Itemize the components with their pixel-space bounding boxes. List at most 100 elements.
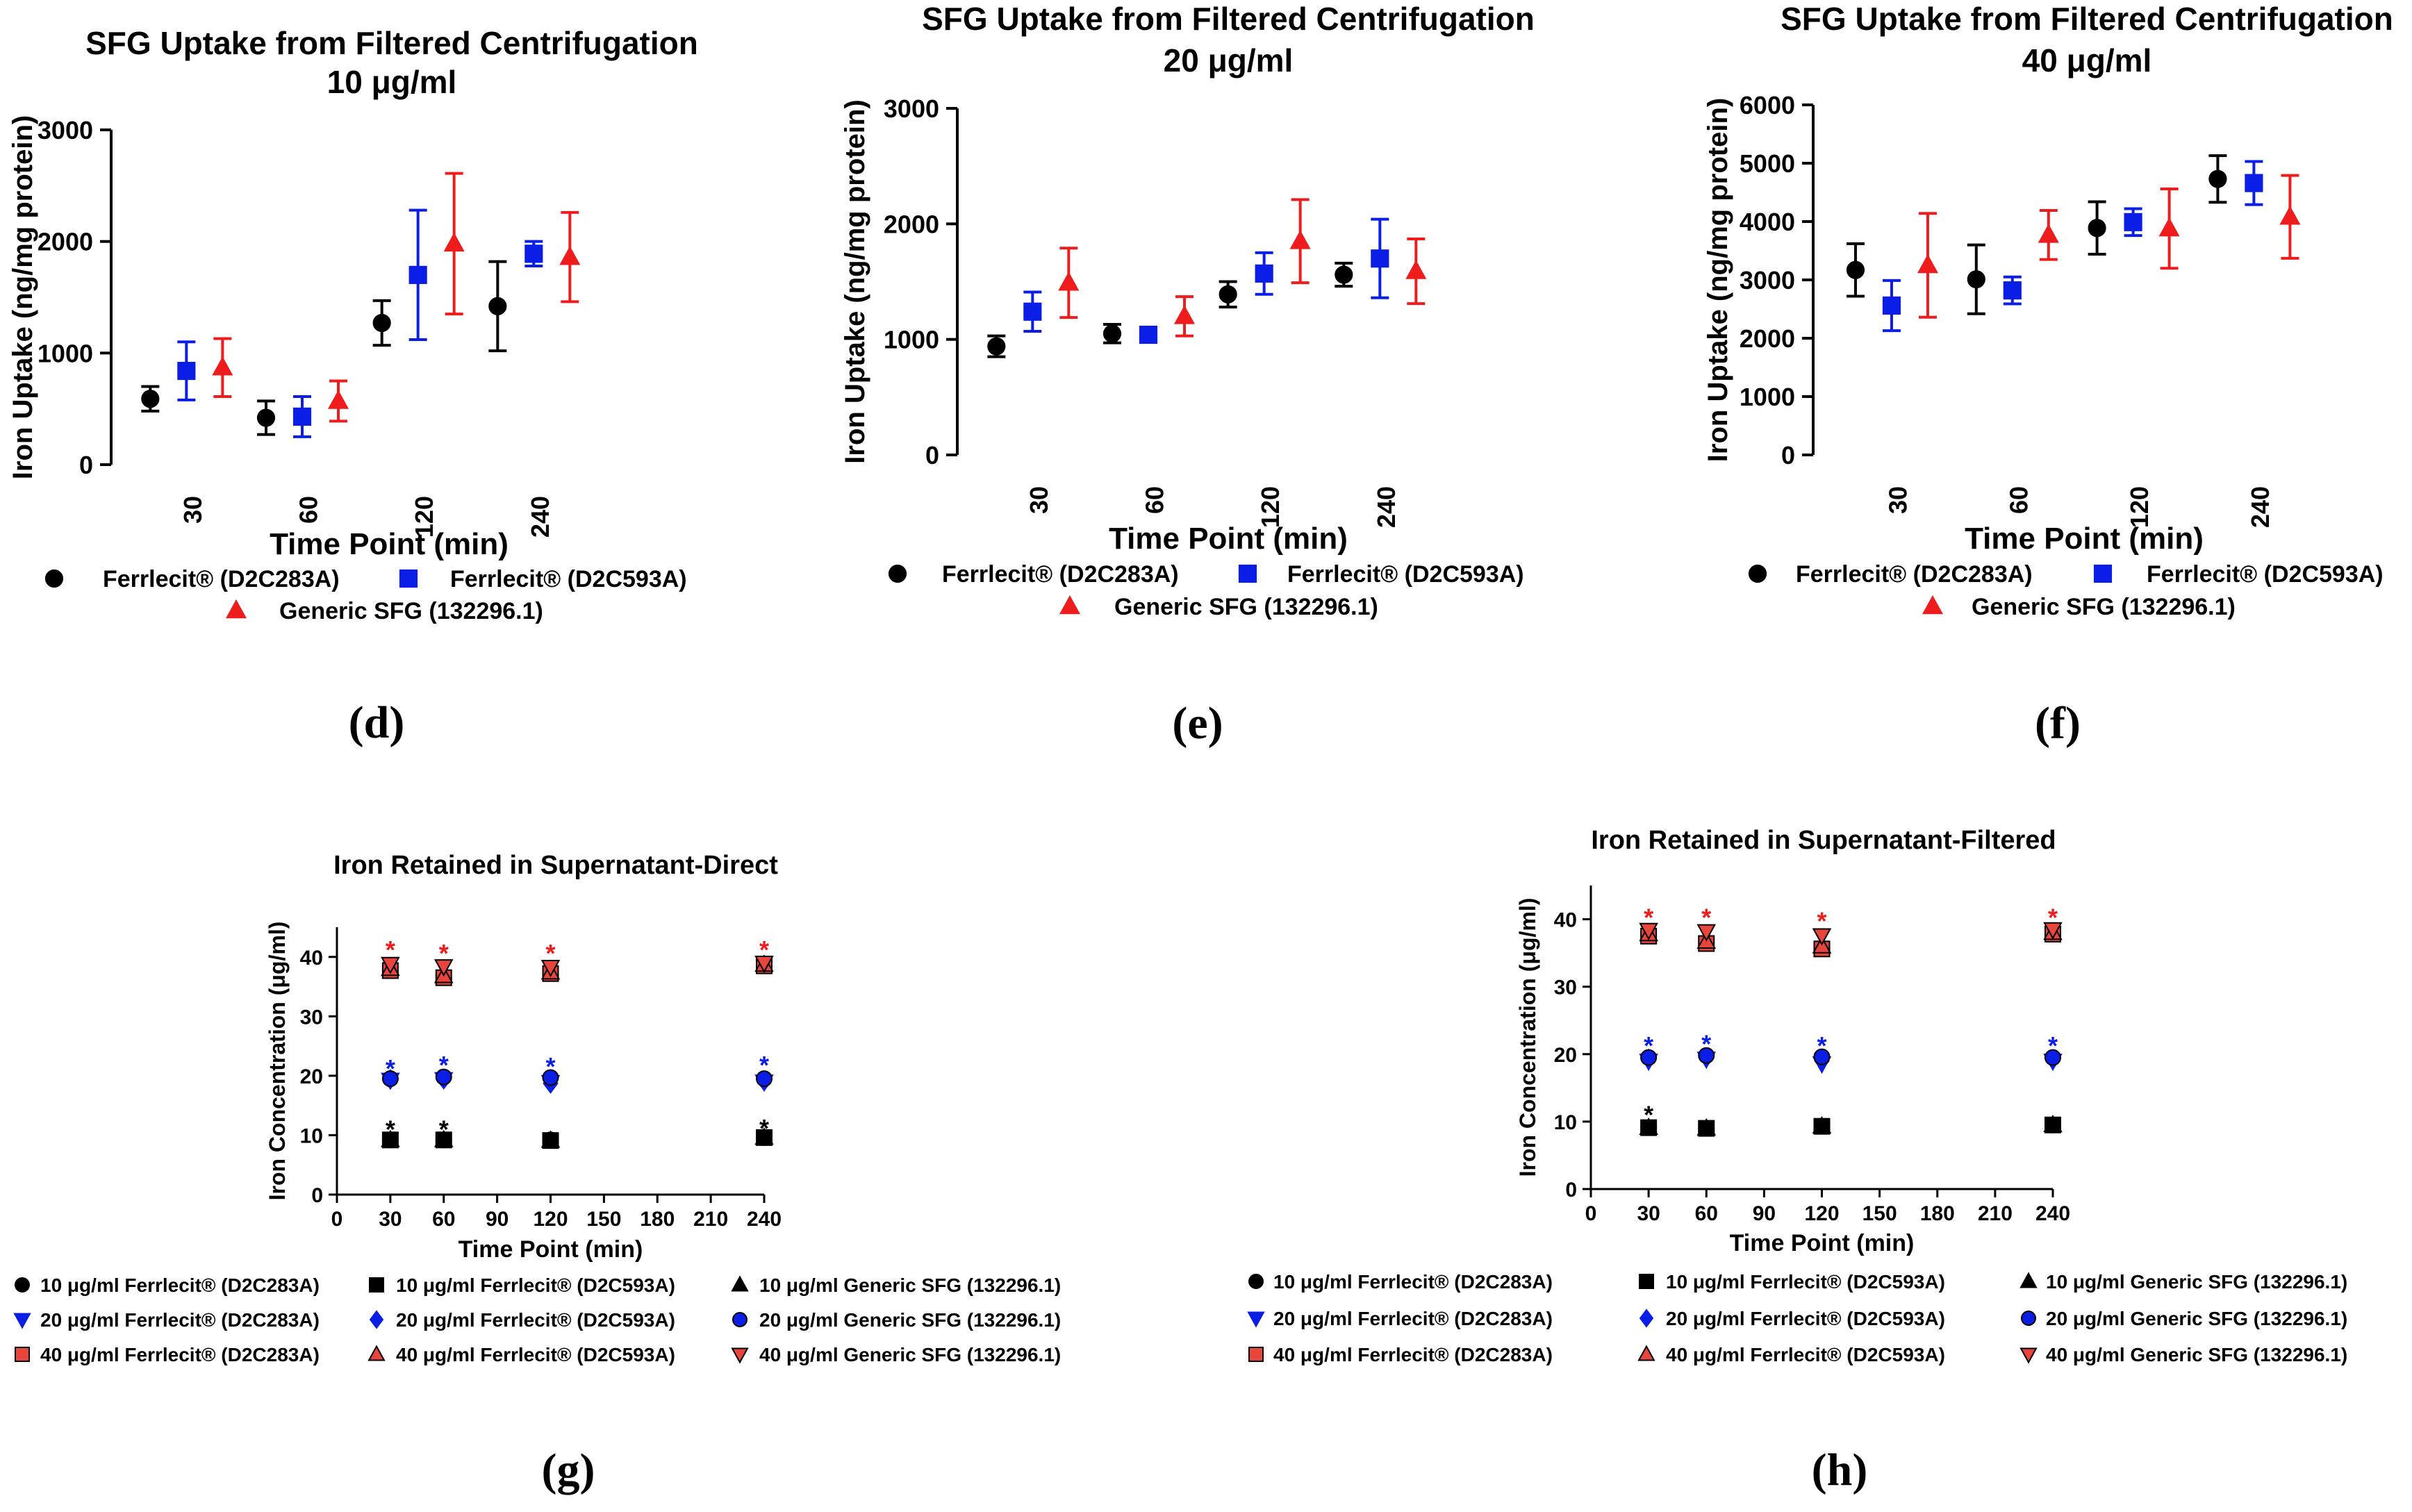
legend-marker <box>1247 1311 1265 1328</box>
chart-h: Iron Retained in Supernatant-Filtered 0 10… <box>1247 826 2347 1495</box>
y-tick-label: 10 <box>1554 1111 1577 1134</box>
legend-label: 20 μg/ml Ferrlecit® (D2C593A) <box>396 1309 675 1331</box>
y-tick-label: 5000 <box>1740 149 1795 178</box>
legend-marker <box>1248 1347 1264 1362</box>
legend-marker <box>1238 564 1257 583</box>
data-point <box>381 956 400 974</box>
legend-marker <box>367 1345 386 1361</box>
x-tick-label: 30 <box>1883 486 1912 514</box>
data-point <box>1917 254 1939 274</box>
y-tick-label: 2000 <box>38 228 93 256</box>
legend-marker <box>1248 1274 1264 1289</box>
data-point <box>433 1129 454 1147</box>
data-point <box>2043 922 2063 940</box>
data-point <box>381 1129 400 1147</box>
data-point <box>408 265 427 284</box>
legend-marker <box>888 564 907 583</box>
significance-marker: * <box>545 939 555 967</box>
legend-label: 40 μg/ml Ferrlecit® (D2C593A) <box>396 1344 675 1365</box>
legend-marker <box>732 1312 747 1327</box>
legend-label: Ferrlecit® (D2C593A) <box>450 566 687 592</box>
y-tick-label: 3000 <box>1740 266 1795 294</box>
chart-d: SFG Uptake from Filtered Centrifugation1… <box>8 25 698 748</box>
data-point <box>1219 285 1237 304</box>
x-tick-label: 180 <box>640 1208 675 1231</box>
x-tick-label: 210 <box>1978 1202 2013 1225</box>
x-tick-label: 90 <box>1753 1202 1776 1225</box>
data-point <box>524 244 543 263</box>
significance-marker: * <box>1644 1031 1653 1060</box>
y-tick-label: 0 <box>1781 441 1795 470</box>
significance-marker: * <box>1701 1029 1711 1058</box>
y-axis-label: Iron Uptake (ng/mg protein) <box>840 99 870 463</box>
x-tick-label: 240 <box>2246 486 2274 528</box>
x-tick-label: 240 <box>526 496 554 538</box>
data-point <box>372 313 391 333</box>
significance-marker: * <box>1817 907 1826 936</box>
x-tick-label: 60 <box>295 496 323 524</box>
data-point <box>212 356 233 376</box>
x-tick-label: 90 <box>486 1208 509 1231</box>
chart-title: SFG Uptake from Filtered Centrifugation <box>1781 1 2393 37</box>
data-point <box>433 959 454 977</box>
data-point <box>488 297 507 315</box>
x-tick-label: 30 <box>1025 486 1053 514</box>
legend-label: 10 μg/ml Ferrlecit® (D2C593A) <box>396 1274 675 1296</box>
x-tick-label: 210 <box>693 1208 728 1231</box>
y-tick-label: 20 <box>300 1065 323 1088</box>
x-tick-label: 150 <box>586 1208 621 1231</box>
legend-marker <box>369 1277 384 1293</box>
x-tick-label: 30 <box>179 496 207 524</box>
legend-label: Ferrlecit® (D2C593A) <box>2147 561 2384 588</box>
y-axis-label: Iron Uptake (ng/mg protein) <box>8 115 38 479</box>
legend-label: Generic SFG (132296.1) <box>1114 594 1378 620</box>
data-point <box>542 1069 559 1086</box>
significance-marker: * <box>386 1115 395 1143</box>
data-point <box>1058 272 1080 291</box>
panel-label: (e) <box>1172 698 1223 749</box>
panel-label: (d) <box>349 697 405 748</box>
chart-g: Iron Retained in Supernatant-Direct 0 10 20… <box>13 851 1061 1495</box>
legend-marker <box>731 1275 749 1292</box>
chart-title: SFG Uptake from Filtered Centrifugation <box>85 25 698 61</box>
data-point <box>2208 169 2227 188</box>
y-tick-label: 20 <box>1554 1044 1577 1067</box>
data-point <box>256 408 276 427</box>
x-tick-label: 240 <box>747 1208 782 1231</box>
data-point <box>1696 1118 1717 1136</box>
x-axis-label: Time Point (min) <box>1730 1230 1915 1256</box>
x-tick-label: 30 <box>379 1208 402 1231</box>
legend-marker <box>2021 1311 2036 1326</box>
data-point <box>443 232 465 252</box>
x-tick-label: 0 <box>331 1208 343 1231</box>
y-tick-label: 30 <box>300 1006 323 1029</box>
data-point <box>1255 264 1273 283</box>
data-point <box>2158 217 2180 237</box>
x-axis-label: Time Point (min) <box>1965 522 2204 556</box>
y-tick-label: 3000 <box>38 116 93 144</box>
chart-subtitle: 10 μg/ml <box>327 64 457 100</box>
y-tick-label: 0 <box>1565 1179 1577 1202</box>
legend-label: 20 μg/ml Generic SFG (132296.1) <box>759 1309 1061 1331</box>
data-point <box>2279 206 2301 225</box>
significance-marker: * <box>2048 904 2058 932</box>
legend-marker <box>2019 1347 2038 1364</box>
legend-marker <box>399 569 418 588</box>
y-tick-label: 40 <box>1554 909 1577 932</box>
y-tick-label: 1000 <box>884 326 939 354</box>
data-point <box>987 337 1006 356</box>
x-tick-label: 240 <box>1372 486 1401 528</box>
data-point <box>2245 174 2263 192</box>
y-tick-label: 6000 <box>1740 91 1795 119</box>
data-point <box>1846 260 1865 279</box>
legend-label: Generic SFG (132296.1) <box>279 598 543 624</box>
panel-label: (f) <box>2035 698 2081 749</box>
significance-marker: * <box>439 939 449 967</box>
data-point <box>1173 305 1196 324</box>
y-tick-label: 30 <box>1554 977 1577 999</box>
legend-label: 40 μg/ml Ferrlecit® (D2C283A) <box>1273 1344 1553 1365</box>
data-point <box>1812 928 1832 946</box>
significance-marker: * <box>1817 1031 1826 1060</box>
legend-label: Generic SFG (132296.1) <box>1972 594 2236 620</box>
